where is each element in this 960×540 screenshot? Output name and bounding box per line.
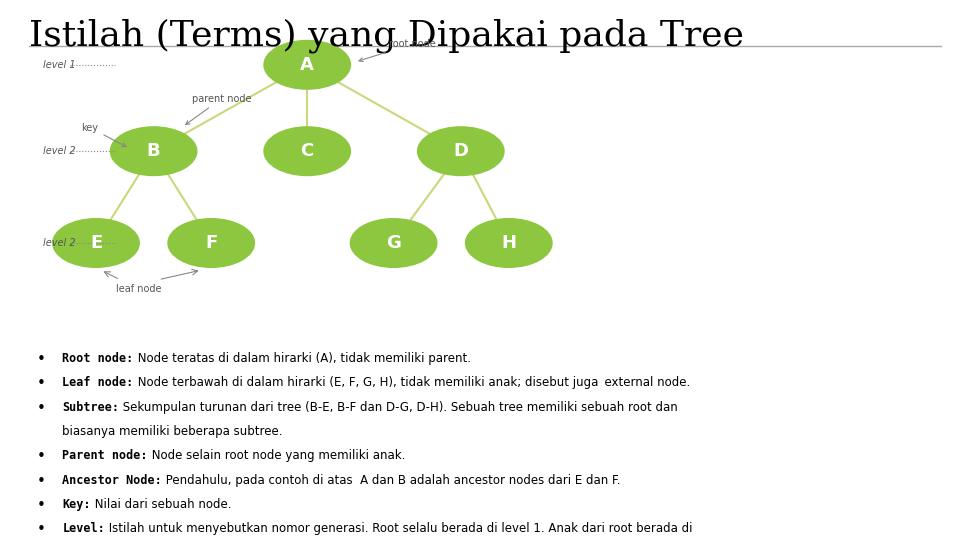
Circle shape bbox=[110, 127, 197, 176]
Text: Node teratas di dalam hirarki (A), tidak memiliki parent.: Node teratas di dalam hirarki (A), tidak… bbox=[133, 352, 470, 365]
Text: Node terbawah di dalam hirarki (E, F, G, H), tidak memiliki anak; disebut juga  : Node terbawah di dalam hirarki (E, F, G,… bbox=[133, 376, 690, 389]
Text: •: • bbox=[36, 474, 46, 489]
Text: Root node:: Root node: bbox=[62, 352, 133, 365]
Text: Nilai dari sebuah node.: Nilai dari sebuah node. bbox=[91, 498, 231, 511]
Text: leaf node: leaf node bbox=[116, 284, 162, 294]
Circle shape bbox=[350, 219, 437, 267]
Text: level 1: level 1 bbox=[43, 60, 76, 70]
Text: •: • bbox=[36, 401, 46, 416]
Circle shape bbox=[53, 219, 139, 267]
Text: Sekumpulan turunan dari tree (B-E, B-F dan D-G, D-H). Sebuah tree memiliki sebua: Sekumpulan turunan dari tree (B-E, B-F d… bbox=[119, 401, 678, 414]
Text: Key:: Key: bbox=[62, 498, 91, 511]
Text: level 2: level 2 bbox=[43, 238, 76, 248]
Text: D: D bbox=[453, 142, 468, 160]
Text: B: B bbox=[147, 142, 160, 160]
Text: •: • bbox=[36, 449, 46, 464]
Text: •: • bbox=[36, 376, 46, 392]
Text: •: • bbox=[36, 498, 46, 513]
Circle shape bbox=[264, 40, 350, 89]
Text: Subtree:: Subtree: bbox=[62, 401, 119, 414]
Text: Parent node:: Parent node: bbox=[62, 449, 148, 462]
Text: key: key bbox=[82, 123, 126, 147]
Text: Ancestor Node:: Ancestor Node: bbox=[62, 474, 162, 487]
Text: Pendahulu, pada contoh di atas  A dan B adalah ancestor nodes dari E dan F.: Pendahulu, pada contoh di atas A dan B a… bbox=[162, 474, 621, 487]
Circle shape bbox=[418, 127, 504, 176]
Text: G: G bbox=[386, 234, 401, 252]
Text: E: E bbox=[90, 234, 102, 252]
Text: H: H bbox=[501, 234, 516, 252]
Text: A: A bbox=[300, 56, 314, 74]
Text: Istilah (Terms) yang Dipakai pada Tree: Istilah (Terms) yang Dipakai pada Tree bbox=[29, 19, 744, 53]
Text: C: C bbox=[300, 142, 314, 160]
Text: root node: root node bbox=[359, 39, 436, 62]
Circle shape bbox=[168, 219, 254, 267]
Text: Istilah untuk menyebutkan nomor generasi. Root selalu berada di level 1. Anak da: Istilah untuk menyebutkan nomor generasi… bbox=[106, 522, 693, 535]
Text: level 2: level 2 bbox=[43, 146, 76, 156]
Text: •: • bbox=[36, 352, 46, 367]
Text: F: F bbox=[205, 234, 217, 252]
Text: biasanya memiliki beberapa subtree.: biasanya memiliki beberapa subtree. bbox=[62, 425, 283, 438]
Circle shape bbox=[264, 127, 350, 176]
Text: Level:: Level: bbox=[62, 522, 106, 535]
Text: Node selain root node yang memiliki anak.: Node selain root node yang memiliki anak… bbox=[148, 449, 405, 462]
Text: Leaf node:: Leaf node: bbox=[62, 376, 133, 389]
Text: parent node: parent node bbox=[185, 93, 252, 125]
Circle shape bbox=[466, 219, 552, 267]
Text: •: • bbox=[36, 522, 46, 537]
